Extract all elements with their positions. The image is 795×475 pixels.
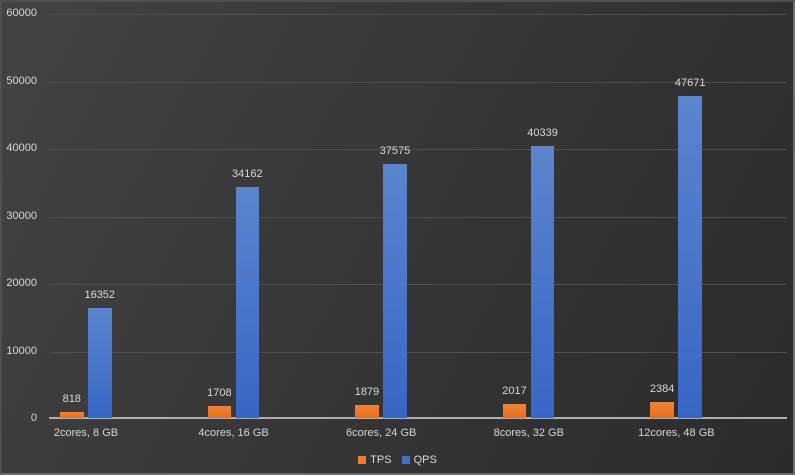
gridline-40000: [49, 149, 787, 150]
bar-qps-3: [383, 164, 407, 418]
legend-item-qps: QPS: [401, 454, 437, 466]
x-tick-label-5: 12cores, 48 GB: [638, 427, 715, 439]
y-tick-label-40000: 40000: [6, 142, 37, 154]
x-tick-label-2: 4cores, 16 GB: [198, 427, 269, 439]
value-label-tps-4: 2017: [502, 385, 527, 398]
value-label-qps-3: 37575: [379, 145, 411, 158]
legend: TPS QPS: [2, 454, 793, 466]
y-tick-label-60000: 60000: [6, 7, 37, 19]
bar-qps-1: [88, 307, 112, 418]
bar-tps-3: [355, 405, 379, 418]
gridline-20000: [49, 284, 787, 285]
value-label-qps-1: 16352: [84, 288, 116, 301]
legend-swatch-qps: [401, 456, 410, 464]
x-tick-label-1: 2cores, 8 GB: [53, 427, 119, 439]
gridline-50000: [49, 81, 787, 83]
y-tick-label-30000: 30000: [6, 209, 37, 222]
bar-tps-2: [207, 406, 232, 418]
legend-item-tps: TPS: [358, 454, 392, 466]
bar-qps-4: [530, 145, 555, 418]
gridline-60000: [49, 14, 787, 15]
bar-qps-2: [235, 187, 260, 418]
bar-tps-5: [650, 401, 674, 418]
bar-qps-5: [678, 96, 702, 418]
value-label-tps-1: 818: [62, 393, 81, 406]
value-label-tps-2: 1708: [207, 387, 232, 400]
y-tick-label-50000: 50000: [6, 74, 37, 87]
gridline-30000: [49, 216, 787, 218]
value-label-qps-4: 40339: [527, 126, 558, 139]
legend-label-qps: QPS: [413, 454, 437, 466]
x-tick-label-3: 6cores, 24 GB: [346, 427, 417, 439]
value-label-tps-5: 2384: [649, 382, 675, 395]
y-tick-label-0: 0: [30, 412, 37, 424]
value-label-qps-2: 34162: [232, 168, 263, 181]
plot-area: 818 16352 1708 34162 1879 37575 2017 40339 2384 4…: [49, 14, 787, 419]
x-tick-label-4: 8cores, 32 GB: [493, 427, 564, 439]
bar-tps-1: [60, 412, 84, 418]
value-label-qps-5: 47671: [674, 77, 706, 90]
y-tick-label-10000: 10000: [6, 344, 37, 357]
bar-tps-4: [502, 404, 527, 418]
legend-label-tps: TPS: [370, 454, 392, 466]
value-label-tps-3: 1879: [354, 386, 380, 399]
legend-swatch-tps: [358, 456, 367, 464]
y-tick-label-20000: 20000: [6, 277, 37, 289]
x-axis-line: [49, 417, 787, 419]
gridline-10000: [49, 351, 787, 353]
